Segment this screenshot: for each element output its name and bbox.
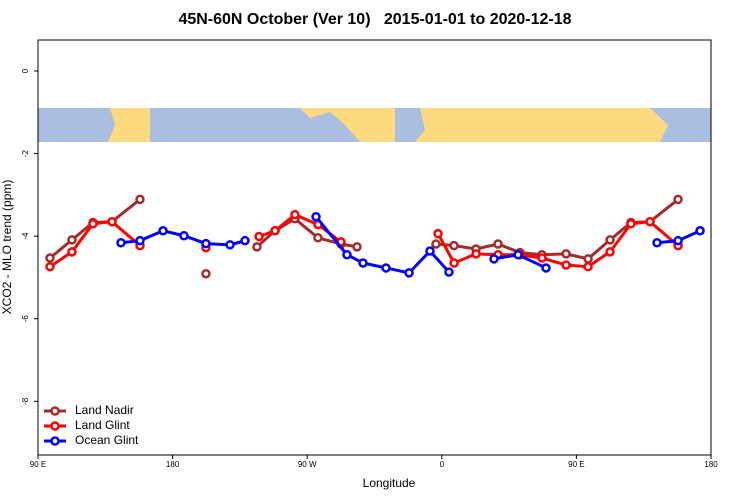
- data-point: [270, 226, 280, 236]
- chart-title: 45N-60N October (Ver 10) 2015-01-01 to 2…: [178, 11, 571, 28]
- data-point: [252, 242, 262, 252]
- data-point: [88, 219, 98, 229]
- data-point: [583, 261, 593, 272]
- data-point: [444, 267, 454, 277]
- data-point: [537, 253, 547, 263]
- data-point: [605, 235, 615, 245]
- y-tick-label: -4: [21, 232, 30, 240]
- data-point: [404, 268, 414, 278]
- series-line: [49, 198, 680, 261]
- x-tick-label: 90 E: [30, 460, 46, 469]
- data-point: [673, 235, 683, 246]
- data-point: [652, 238, 662, 248]
- data-point: [201, 268, 211, 279]
- y-axis-label: XCO2 - MLO trend (ppm): [0, 180, 14, 315]
- data-point: [342, 249, 352, 260]
- data-point: [583, 254, 593, 264]
- data-point: [493, 239, 503, 249]
- data-point: [695, 226, 705, 236]
- data-point: [158, 226, 168, 236]
- data-point: [673, 194, 683, 205]
- data-point: [45, 261, 55, 272]
- y-tick-label: -8: [21, 397, 30, 405]
- legend-marker: [50, 436, 60, 446]
- data-point: [352, 242, 362, 252]
- data-point: [311, 211, 321, 222]
- data-point: [45, 253, 55, 263]
- data-point: [513, 249, 523, 260]
- data-point: [290, 209, 300, 220]
- legend-label: Land Glint: [75, 418, 130, 432]
- data-point: [254, 231, 264, 242]
- map-water: [38, 108, 711, 142]
- data-point: [225, 240, 235, 250]
- data-point: [179, 230, 189, 241]
- data-point: [471, 249, 481, 259]
- data-point: [561, 249, 571, 259]
- x-tick-label: 90 W: [298, 460, 317, 469]
- data-point: [313, 233, 323, 243]
- data-point: [605, 247, 615, 257]
- data-point: [626, 219, 636, 229]
- y-tick-label: 0: [21, 68, 30, 73]
- map-land: [38, 108, 711, 142]
- data-point: [67, 235, 77, 245]
- x-tick-label: 180: [166, 460, 180, 469]
- data-point: [135, 194, 145, 205]
- x-tick-label: 180: [704, 460, 718, 469]
- y-tick-label: -2: [21, 149, 30, 157]
- y-tick-label: -6: [21, 315, 30, 323]
- data-point: [433, 228, 443, 239]
- data-point: [561, 260, 571, 270]
- data-point: [67, 247, 77, 257]
- data-point: [645, 216, 655, 227]
- legend-label: Land Nadir: [75, 403, 134, 417]
- x-tick-label: 90 E: [568, 460, 584, 469]
- legend-marker: [50, 421, 60, 431]
- data-point: [425, 246, 435, 256]
- data-point: [449, 258, 459, 268]
- data-point: [358, 258, 368, 268]
- map-strip: [38, 108, 711, 142]
- data-point: [489, 254, 499, 264]
- legend-label: Ocean Glint: [75, 433, 139, 447]
- data-point: [541, 263, 551, 273]
- data-point: [107, 216, 117, 227]
- x-tick-label: 0: [440, 460, 445, 469]
- data-point: [201, 238, 211, 249]
- data-point: [449, 240, 459, 251]
- data-point: [116, 238, 126, 248]
- data-point: [135, 235, 145, 246]
- x-axis-label: Longitude: [363, 476, 416, 490]
- data-point: [240, 235, 250, 246]
- data-point: [381, 263, 391, 273]
- data-point: [431, 239, 441, 249]
- plot-frame: [37, 39, 712, 456]
- legend-marker: [50, 406, 60, 416]
